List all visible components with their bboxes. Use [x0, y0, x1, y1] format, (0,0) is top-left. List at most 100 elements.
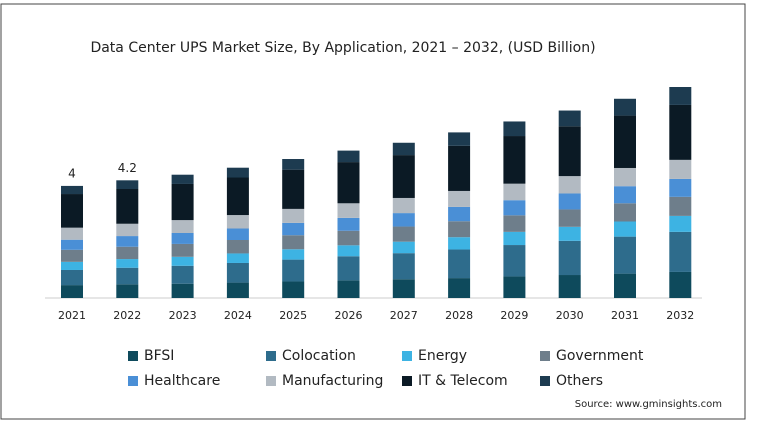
bar-segment: [337, 217, 360, 231]
bar-segment: [503, 136, 526, 184]
bar-segment: [558, 240, 581, 276]
bar-segment: [226, 177, 249, 216]
bar-segment: [282, 235, 305, 250]
bar-segment: [226, 228, 249, 240]
bar-segment: [282, 208, 305, 223]
legend-label: Manufacturing: [282, 373, 383, 389]
legend-swatch: [402, 376, 412, 386]
legend-label: Colocation: [282, 348, 356, 364]
bar-segment: [226, 282, 249, 298]
bar-segment: [503, 231, 526, 246]
bar-segment: [503, 121, 526, 137]
legend-swatch: [540, 351, 550, 361]
bar-segment: [226, 239, 249, 254]
bar-segment: [337, 162, 360, 204]
bar-segment: [337, 245, 360, 257]
legend-label: IT & Telecom: [418, 373, 508, 389]
bar-segment: [171, 256, 194, 266]
bar-segment: [282, 249, 305, 260]
bar-segment: [614, 273, 636, 298]
x-tick-label: 2024: [224, 309, 252, 322]
bar-segment: [614, 167, 636, 187]
legend-label: Government: [556, 348, 644, 364]
bar-segment: [503, 276, 526, 298]
total-label: 4: [68, 166, 76, 180]
bar-segment: [558, 226, 581, 241]
bar-segment: [448, 132, 471, 146]
legend-label: Energy: [418, 348, 467, 364]
bar-segment: [392, 213, 415, 227]
bar-segment: [558, 176, 581, 194]
legend-label: Others: [556, 373, 603, 389]
bar-segment: [669, 196, 692, 216]
bar-segment: [337, 150, 360, 163]
x-tick-label: 2032: [666, 309, 694, 322]
legend-swatch: [128, 376, 138, 386]
bar-segment: [116, 236, 139, 247]
bar-segment: [669, 178, 692, 197]
bar-segment: [558, 209, 581, 227]
bar-segment: [116, 223, 139, 237]
x-tick-label: 2023: [169, 309, 197, 322]
source: Source: www.gminsights.com: [575, 399, 722, 410]
bar-segment: [61, 194, 83, 228]
bar-segment: [503, 200, 526, 216]
bar-segment: [669, 271, 692, 298]
bar-segment: [171, 232, 194, 244]
bar-segment: [669, 104, 692, 160]
bar-segment: [448, 221, 471, 238]
bar-segment: [337, 256, 360, 281]
bar-segment: [337, 230, 360, 246]
bar-segment: [116, 246, 139, 260]
bar-segment: [61, 239, 83, 250]
bar-segment: [614, 115, 636, 168]
bar-segment: [448, 206, 471, 222]
x-tick-label: 2029: [500, 309, 528, 322]
legend-swatch: [402, 351, 412, 361]
legend-label: Healthcare: [144, 373, 220, 389]
x-tick-label: 2022: [113, 309, 141, 322]
bar-segment: [226, 215, 249, 229]
bar-segment: [669, 159, 692, 179]
bar-segment: [171, 174, 194, 184]
bar-segment: [392, 279, 415, 298]
total-label: 4.2: [118, 161, 137, 175]
bar-segment: [61, 261, 83, 270]
bar-segment: [558, 110, 581, 127]
x-tick-label: 2026: [335, 309, 363, 322]
bar-segment: [392, 253, 415, 280]
bar-segment: [448, 237, 471, 250]
bar-segment: [614, 98, 636, 116]
bar-segment: [171, 265, 194, 284]
bar-segment: [116, 284, 139, 298]
bar-segment: [116, 180, 139, 189]
bar-segment: [61, 285, 83, 298]
legend-swatch: [128, 351, 138, 361]
x-tick-label: 2021: [58, 309, 86, 322]
bar-segment: [226, 253, 249, 263]
bar-segment: [503, 215, 526, 232]
bar-segment: [116, 267, 139, 285]
bar-segment: [61, 269, 83, 286]
bar-segment: [392, 226, 415, 242]
bar-segment: [171, 220, 194, 233]
legend-swatch: [540, 376, 550, 386]
bar-segment: [226, 167, 249, 178]
bar-segment: [448, 278, 471, 298]
bar-segment: [61, 249, 83, 262]
bar-segment: [669, 215, 692, 232]
bar-segment: [226, 262, 249, 283]
bar-segment: [558, 126, 581, 177]
bar-segment: [614, 203, 636, 222]
bar-segment: [448, 145, 471, 191]
x-tick-label: 2027: [390, 309, 418, 322]
bar-segment: [337, 203, 360, 218]
x-tick-label: 2030: [556, 309, 584, 322]
bar-segment: [61, 227, 83, 240]
x-tick-label: 2025: [279, 309, 307, 322]
bar-segment: [448, 190, 471, 207]
x-tick-label: 2028: [445, 309, 473, 322]
bar-segment: [282, 281, 305, 298]
bar-segment: [503, 183, 526, 201]
